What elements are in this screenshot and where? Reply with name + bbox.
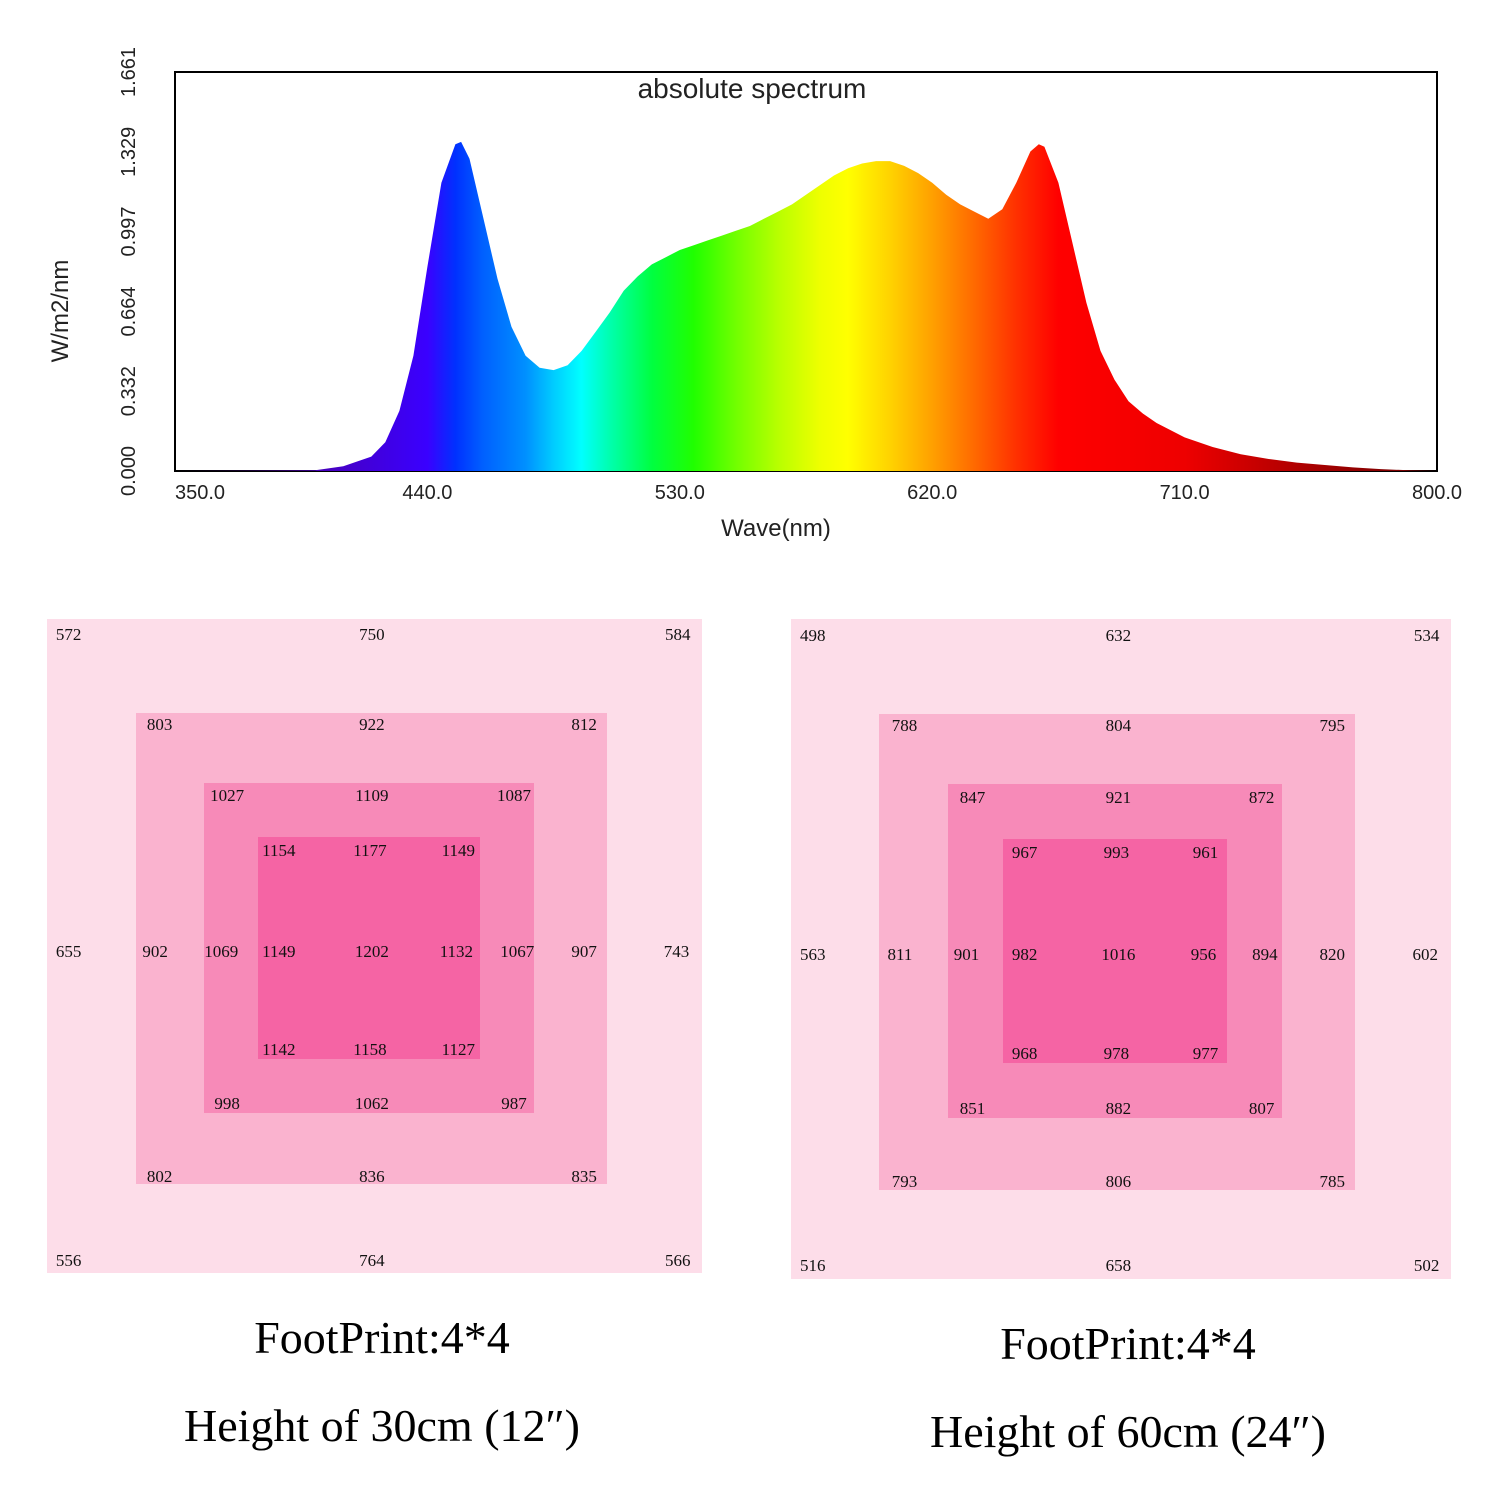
ppfd-value: 1109	[355, 786, 389, 806]
x-tick-label: 800.0	[1412, 482, 1462, 504]
ppfd-value: 516	[800, 1256, 826, 1276]
ppfd-value: 793	[891, 1171, 918, 1191]
ppfd-value: 1149	[441, 840, 476, 860]
x-tick-label: 530.0	[655, 482, 705, 504]
y-tick-label: 1.329	[118, 127, 140, 177]
height-label: Height of 30cm (12″)	[183, 1400, 580, 1451]
ppfd-value: 556	[55, 1250, 82, 1270]
ppfd-value: 1069	[204, 941, 239, 961]
chart-title: absolute spectrum	[638, 73, 867, 104]
ppfd-value: 807	[1248, 1098, 1275, 1118]
ppfd-value: 811	[887, 944, 913, 964]
spectrum-chart: absolute spectrum Wave(nm) W/m2/nm 350.0…	[47, 47, 1462, 542]
ppfd-value: 987	[501, 1094, 527, 1114]
ppfd-value: 1062	[354, 1094, 389, 1114]
footprint-label: FootPrint:4*4	[254, 1312, 510, 1363]
x-tick-label: 710.0	[1160, 482, 1210, 504]
ppfd-value: 836	[359, 1166, 385, 1186]
ppfd-value: 803	[146, 714, 173, 734]
ppfd-value: 795	[1319, 715, 1345, 735]
height-label: Height of 60cm (24″)	[929, 1406, 1326, 1457]
ppfd-value: 584	[665, 625, 691, 645]
ppfd-value: 968	[1011, 1043, 1038, 1063]
ppfd-value: 1202	[354, 941, 389, 961]
ppfd-value: 658	[1105, 1256, 1132, 1276]
ppfd-value: 1154	[262, 840, 296, 860]
x-tick-label: 350.0	[175, 482, 225, 504]
ppfd-map-30cm: 572 750 584 803 922 812 1027 1109 1087 1154 1177 11…	[47, 619, 702, 1273]
ppfd-value: 655	[55, 941, 82, 961]
ppfd-value: 921	[1105, 787, 1132, 807]
footprint-label: FootPrint:4*4	[1000, 1318, 1256, 1369]
ppfd-value: 806	[1105, 1171, 1132, 1191]
ppfd-value: 1027	[210, 786, 245, 806]
ppfd-value: 956	[1190, 944, 1217, 964]
x-axis-label: Wave(nm)	[721, 515, 831, 542]
ppfd-value: 566	[665, 1250, 691, 1270]
y-tick-label: 0.997	[118, 206, 140, 256]
x-tick-label: 620.0	[907, 482, 957, 504]
ppfd-value: 967	[1011, 842, 1038, 862]
ppfd-value: 572	[55, 625, 82, 645]
ppfd-value: 922	[359, 714, 385, 734]
ppfd-value: 835	[571, 1166, 597, 1186]
ppfd-value: 534	[1413, 625, 1440, 645]
ppfd-value: 847	[959, 787, 986, 807]
ppfd-value: 1158	[353, 1039, 387, 1059]
ppfd-value: 1127	[441, 1039, 476, 1059]
y-axis-label: W/m2/nm	[47, 260, 74, 363]
ppfd-value: 894	[1252, 944, 1278, 964]
caption-60cm: FootPrint:4*4 Height of 60cm (24″)	[768, 1318, 1488, 1458]
ppfd-value: 901	[953, 944, 980, 964]
ppfd-value: 1067	[500, 941, 535, 961]
y-tick-label: 1.661	[118, 47, 140, 97]
ppfd-value: 1142	[262, 1039, 296, 1059]
ppfd-value: 743	[663, 941, 690, 961]
ppfd-value: 977	[1192, 1043, 1219, 1063]
ppfd-value: 502	[1413, 1256, 1440, 1276]
ppfd-value: 632	[1105, 625, 1132, 645]
ppfd-value: 602	[1412, 944, 1439, 964]
ppfd-value: 1087	[497, 786, 531, 806]
ppfd-value: 978	[1103, 1043, 1130, 1063]
ppfd-value: 802	[146, 1166, 173, 1186]
spectrum-area	[175, 141, 1437, 471]
ppfd-value: 498	[800, 625, 826, 645]
ppfd-value: 1016	[1101, 944, 1136, 964]
ppfd-value: 812	[571, 714, 597, 734]
ppfd-value: 998	[214, 1094, 240, 1114]
ppfd-ring-center	[1003, 839, 1227, 1063]
ppfd-value: 764	[359, 1250, 385, 1270]
ppfd-value: 982	[1011, 944, 1038, 964]
ppfd-value: 851	[959, 1098, 986, 1118]
ppfd-value: 563	[800, 944, 826, 964]
y-tick-label: 0.332	[118, 366, 140, 416]
ppfd-value: 820	[1319, 944, 1345, 964]
y-tick-labels: 0.000 0.332 0.664 0.997 1.329 1.661	[118, 47, 140, 496]
x-tick-labels: 350.0 440.0 530.0 620.0 710.0 800.0	[175, 482, 1462, 504]
ppfd-value: 1149	[262, 941, 296, 961]
caption-30cm: FootPrint:4*4 Height of 30cm (12″)	[22, 1312, 742, 1452]
ppfd-value: 961	[1192, 842, 1219, 862]
ppfd-value: 750	[359, 625, 385, 645]
y-tick-label: 0.664	[118, 286, 140, 336]
y-tick-label: 0.000	[118, 446, 140, 496]
ppfd-value: 1177	[353, 840, 387, 860]
x-tick-label: 440.0	[402, 482, 452, 504]
ppfd-value: 872	[1248, 787, 1275, 807]
ppfd-map-60cm: 498 632 534 788 804 795 847 921 872 967 993 961 563 8…	[791, 619, 1451, 1279]
ppfd-value: 902	[142, 941, 168, 961]
ppfd-value: 907	[571, 941, 597, 961]
ppfd-value: 785	[1319, 1171, 1345, 1191]
ppfd-value: 882	[1105, 1098, 1132, 1118]
ppfd-value: 788	[891, 715, 918, 735]
ppfd-value: 1132	[439, 941, 474, 961]
ppfd-ring-center	[258, 837, 480, 1059]
ppfd-value: 804	[1105, 715, 1132, 735]
ppfd-value: 993	[1103, 842, 1130, 862]
